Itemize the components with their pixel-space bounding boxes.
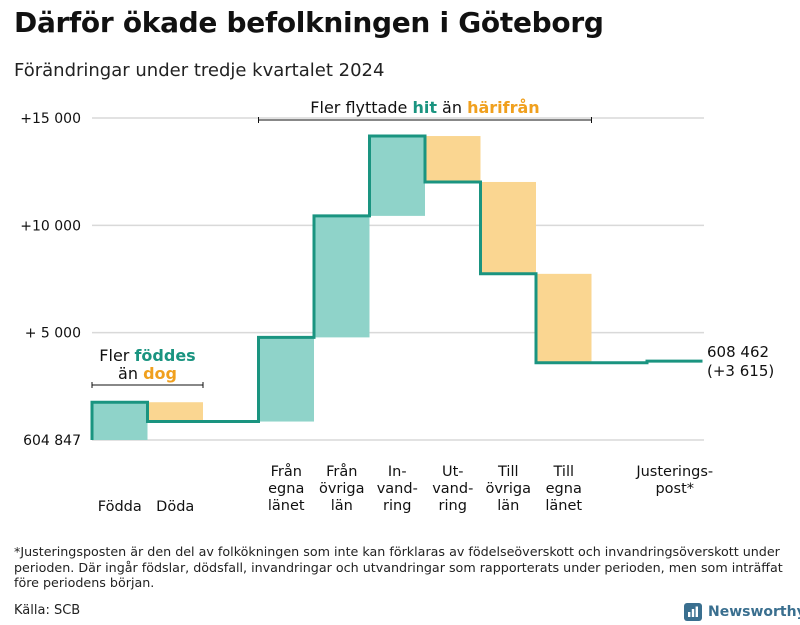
bar-6 bbox=[425, 136, 481, 182]
chart-title: Därför ökade befolkningen i Göteborg bbox=[14, 6, 604, 39]
end-value-label: 608 462 bbox=[707, 343, 769, 361]
category-label-5-line-2: ring bbox=[383, 498, 411, 514]
category-label-1: Döda bbox=[156, 499, 194, 515]
brand-logo: Newsworthy bbox=[684, 603, 800, 621]
category-label-6-line-0: Ut- bbox=[442, 464, 464, 480]
end-change-label: (+3 615) bbox=[707, 362, 774, 380]
annotation-births-line2: än dog bbox=[118, 364, 177, 383]
category-label-5-line-1: vand- bbox=[377, 481, 418, 497]
category-label-4-line-0: Från bbox=[326, 463, 357, 480]
category-label-4-line-2: län bbox=[331, 498, 353, 514]
category-label-10-line-0: Justerings- bbox=[635, 464, 713, 480]
category-label-0: Födda bbox=[98, 499, 142, 515]
newsworthy-icon bbox=[684, 603, 702, 621]
annotation-migration: Fler flyttade hit än härifrån bbox=[310, 98, 539, 117]
category-label-7-line-1: övriga bbox=[485, 481, 531, 497]
bar-5 bbox=[369, 136, 425, 216]
bar-1 bbox=[147, 402, 203, 422]
brand-name: Newsworthy bbox=[708, 604, 800, 620]
bar-0 bbox=[92, 402, 148, 440]
category-label-8-line-0: Till bbox=[553, 464, 575, 480]
y-tick-label-0: 604 847 bbox=[23, 433, 81, 449]
category-label-6-line-1: vand- bbox=[432, 481, 473, 497]
category-label-7-line-2: län bbox=[497, 498, 519, 514]
category-label-10-line-1: post* bbox=[655, 481, 694, 497]
bar-4 bbox=[314, 215, 370, 338]
category-label-3-line-1: egna bbox=[268, 481, 304, 497]
category-label-5-line-0: In- bbox=[388, 464, 407, 480]
y-tick-label-3: +15 000 bbox=[20, 111, 81, 127]
bar-7 bbox=[480, 181, 536, 274]
category-label-3-line-0: Från bbox=[271, 463, 302, 480]
y-tick-label-1: + 5 000 bbox=[25, 326, 81, 342]
source-label: Källa: SCB bbox=[14, 603, 81, 618]
y-tick-label-2: +10 000 bbox=[20, 218, 81, 234]
category-label-7-line-0: Till bbox=[497, 464, 519, 480]
step-line bbox=[90, 134, 703, 440]
bar-8 bbox=[536, 273, 592, 363]
category-label-8-line-1: egna bbox=[546, 481, 582, 497]
footnote: *Justeringsposten är den del av folkökni… bbox=[14, 544, 783, 590]
category-label-3-line-2: länet bbox=[268, 498, 305, 514]
category-label-4-line-1: övriga bbox=[319, 481, 365, 497]
category-label-6-line-2: ring bbox=[439, 498, 467, 514]
annotation-births-line1: Fler föddes bbox=[99, 346, 195, 365]
bar-3 bbox=[258, 337, 314, 422]
waterfall-chart: 604 847 + 5 000 +10 000 +15 000 Födda Döda Frå… bbox=[20, 98, 774, 515]
category-label-8-line-2: länet bbox=[545, 498, 582, 514]
chart-subtitle: Förändringar under tredje kvartalet 2024 bbox=[14, 60, 385, 81]
